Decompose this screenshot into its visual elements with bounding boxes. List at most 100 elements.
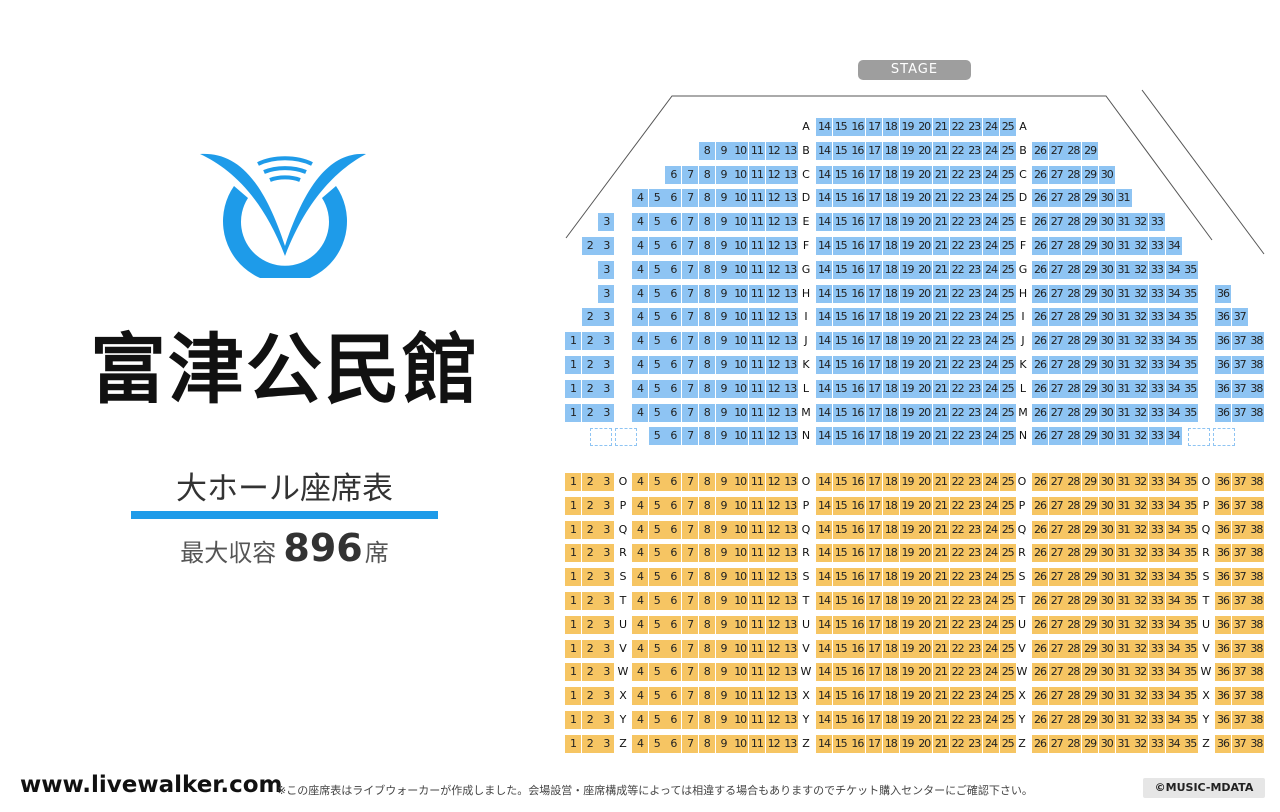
seat-S-10[interactable]: 10 [732, 568, 749, 586]
seat-F-24[interactable]: 24 [983, 237, 999, 255]
seat-M-23[interactable]: 23 [966, 404, 983, 422]
seat-B-26[interactable]: 26 [1032, 142, 1048, 160]
seat-A-21[interactable]: 21 [932, 118, 949, 136]
seat-U-36[interactable]: 36 [1215, 616, 1231, 634]
seat-E-24[interactable]: 24 [983, 213, 999, 231]
seat-V-7[interactable]: 7 [682, 640, 699, 658]
seat-N-29[interactable]: 29 [1082, 427, 1099, 445]
seat-P-27[interactable]: 27 [1048, 497, 1065, 515]
seat-M-26[interactable]: 26 [1032, 404, 1048, 422]
seat-I-8[interactable]: 8 [698, 308, 715, 326]
seat-J-11[interactable]: 11 [748, 332, 765, 350]
seat-G-5[interactable]: 5 [648, 261, 665, 279]
seat-W-13[interactable]: 13 [782, 663, 799, 681]
seat-F-3[interactable]: 3 [598, 237, 615, 255]
seat-Y-25[interactable]: 25 [999, 711, 1016, 729]
seat-V-22[interactable]: 22 [949, 640, 966, 658]
seat-E-22[interactable]: 22 [949, 213, 966, 231]
seat-L-38[interactable]: 38 [1248, 380, 1265, 398]
seat-Q-13[interactable]: 13 [782, 521, 799, 539]
seat-J-32[interactable]: 32 [1132, 332, 1149, 350]
seat-V-6[interactable]: 6 [665, 640, 682, 658]
seat-F-31[interactable]: 31 [1115, 237, 1132, 255]
seat-X-15[interactable]: 15 [832, 687, 849, 705]
seat-X-36[interactable]: 36 [1215, 687, 1231, 705]
seat-R-25[interactable]: 25 [999, 544, 1016, 562]
seat-D-5[interactable]: 5 [648, 189, 665, 207]
seat-S-14[interactable]: 14 [816, 568, 832, 586]
seat-D-14[interactable]: 14 [816, 189, 832, 207]
seat-U-28[interactable]: 28 [1065, 616, 1082, 634]
seat-S-29[interactable]: 29 [1082, 568, 1099, 586]
seat-C-29[interactable]: 29 [1082, 166, 1099, 184]
seat-Y-38[interactable]: 38 [1248, 711, 1265, 729]
seat-E-8[interactable]: 8 [698, 213, 715, 231]
seat-S-28[interactable]: 28 [1065, 568, 1082, 586]
seat-G-16[interactable]: 16 [849, 261, 866, 279]
seat-X-27[interactable]: 27 [1048, 687, 1065, 705]
seat-W-15[interactable]: 15 [832, 663, 849, 681]
seat-N-5[interactable]: 5 [648, 427, 665, 445]
seat-O-4[interactable]: 4 [632, 473, 648, 491]
seat-M-29[interactable]: 29 [1082, 404, 1099, 422]
seat-T-2[interactable]: 2 [581, 592, 598, 610]
seat-L-31[interactable]: 31 [1115, 380, 1132, 398]
seat-S-27[interactable]: 27 [1048, 568, 1065, 586]
seat-W-5[interactable]: 5 [648, 663, 665, 681]
seat-H-14[interactable]: 14 [816, 285, 832, 303]
seat-Z-38[interactable]: 38 [1248, 735, 1265, 753]
seat-P-32[interactable]: 32 [1132, 497, 1149, 515]
seat-R-16[interactable]: 16 [849, 544, 866, 562]
seat-K-16[interactable]: 16 [849, 356, 866, 374]
seat-T-37[interactable]: 37 [1231, 592, 1248, 610]
seat-U-7[interactable]: 7 [682, 616, 699, 634]
seat-H-36[interactable]: 36 [1215, 285, 1231, 303]
seat-D-7[interactable]: 7 [682, 189, 699, 207]
seat-J-21[interactable]: 21 [932, 332, 949, 350]
seat-S-8[interactable]: 8 [698, 568, 715, 586]
seat-J-19[interactable]: 19 [899, 332, 916, 350]
seat-K-38[interactable]: 38 [1248, 356, 1265, 374]
seat-J-37[interactable]: 37 [1231, 332, 1248, 350]
seat-T-6[interactable]: 6 [665, 592, 682, 610]
seat-T-35[interactable]: 35 [1182, 592, 1199, 610]
seat-E-9[interactable]: 9 [715, 213, 732, 231]
seat-X-13[interactable]: 13 [782, 687, 799, 705]
seat-E-25[interactable]: 25 [999, 213, 1016, 231]
seat-O-2[interactable]: 2 [581, 473, 598, 491]
seat-H-27[interactable]: 27 [1048, 285, 1065, 303]
seat-Y-12[interactable]: 12 [765, 711, 782, 729]
seat-C-23[interactable]: 23 [966, 166, 983, 184]
seat-L-35[interactable]: 35 [1182, 380, 1199, 398]
seat-H-11[interactable]: 11 [748, 285, 765, 303]
seat-Z-25[interactable]: 25 [999, 735, 1016, 753]
seat-H-9[interactable]: 9 [715, 285, 732, 303]
seat-R-27[interactable]: 27 [1048, 544, 1065, 562]
seat-O-32[interactable]: 32 [1132, 473, 1149, 491]
seat-O-26[interactable]: 26 [1032, 473, 1048, 491]
seat-U-5[interactable]: 5 [648, 616, 665, 634]
seat-Y-4[interactable]: 4 [632, 711, 648, 729]
seat-Q-10[interactable]: 10 [732, 521, 749, 539]
seat-A-25[interactable]: 25 [999, 118, 1016, 136]
seat-I-9[interactable]: 9 [715, 308, 732, 326]
seat-I-35[interactable]: 35 [1182, 308, 1199, 326]
seat-W-26[interactable]: 26 [1032, 663, 1048, 681]
seat-G-9[interactable]: 9 [715, 261, 732, 279]
seat-Q-1[interactable]: 1 [565, 521, 581, 539]
seat-K-27[interactable]: 27 [1048, 356, 1065, 374]
seat-K-22[interactable]: 22 [949, 356, 966, 374]
seat-X-10[interactable]: 10 [732, 687, 749, 705]
seat-S-20[interactable]: 20 [916, 568, 933, 586]
seat-C-26[interactable]: 26 [1032, 166, 1048, 184]
seat-X-8[interactable]: 8 [698, 687, 715, 705]
seat-D-6[interactable]: 6 [665, 189, 682, 207]
seat-M-28[interactable]: 28 [1065, 404, 1082, 422]
seat-W-38[interactable]: 38 [1248, 663, 1265, 681]
seat-F-6[interactable]: 6 [665, 237, 682, 255]
seat-Z-28[interactable]: 28 [1065, 735, 1082, 753]
seat-W-23[interactable]: 23 [966, 663, 983, 681]
seat-J-12[interactable]: 12 [765, 332, 782, 350]
seat-D-26[interactable]: 26 [1032, 189, 1048, 207]
seat-X-32[interactable]: 32 [1132, 687, 1149, 705]
